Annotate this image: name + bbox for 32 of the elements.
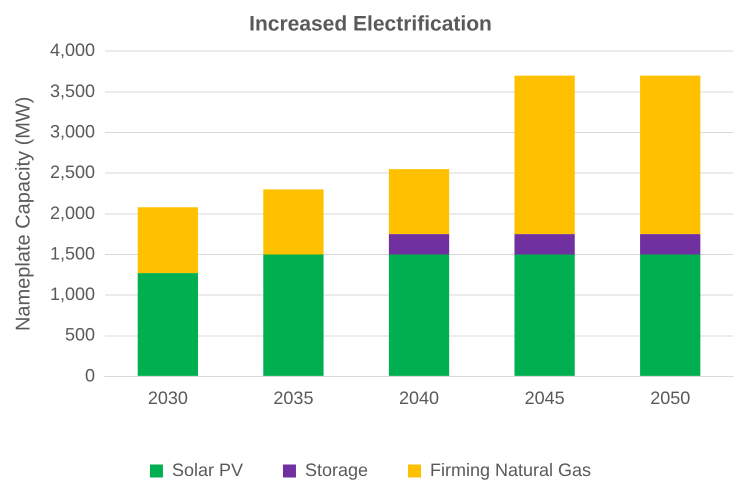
bar [388,234,450,254]
bar [138,207,198,274]
y-tick-label: 2,000 [50,202,96,223]
bar [640,254,700,376]
legend-label: Firming Natural Gas [430,460,592,480]
y-tick-label: 2,500 [50,162,96,182]
bar [138,273,198,376]
legend-label: Storage [304,460,368,480]
y-tick-label: 3,000 [50,121,96,142]
x-tick-label: 2040 [399,388,440,408]
y-tick-label: 1,500 [50,243,96,264]
bar [640,234,700,254]
legend-label: Solar PV [172,460,243,480]
bar [514,234,575,254]
bar [388,169,450,234]
y-axis-title: Nameplate Capacity (MW) [12,96,35,332]
y-tick-label: 1,000 [50,284,96,304]
bar [640,76,700,234]
bar [263,189,324,254]
chart-title: Increased Electrification [249,12,492,36]
bar [514,254,575,376]
bar [263,254,324,376]
bar [514,76,575,234]
x-tick-label: 2050 [650,388,690,408]
x-tick-label: 2035 [273,388,314,408]
y-tick-label: 0 [85,365,96,386]
y-tick-label: 4,000 [50,40,96,60]
bar [388,254,450,376]
y-tick-label: 3,500 [50,80,96,101]
y-tick-label: 500 [64,324,96,345]
x-tick-label: 2030 [148,388,188,408]
x-tick-label: 2045 [524,388,565,408]
